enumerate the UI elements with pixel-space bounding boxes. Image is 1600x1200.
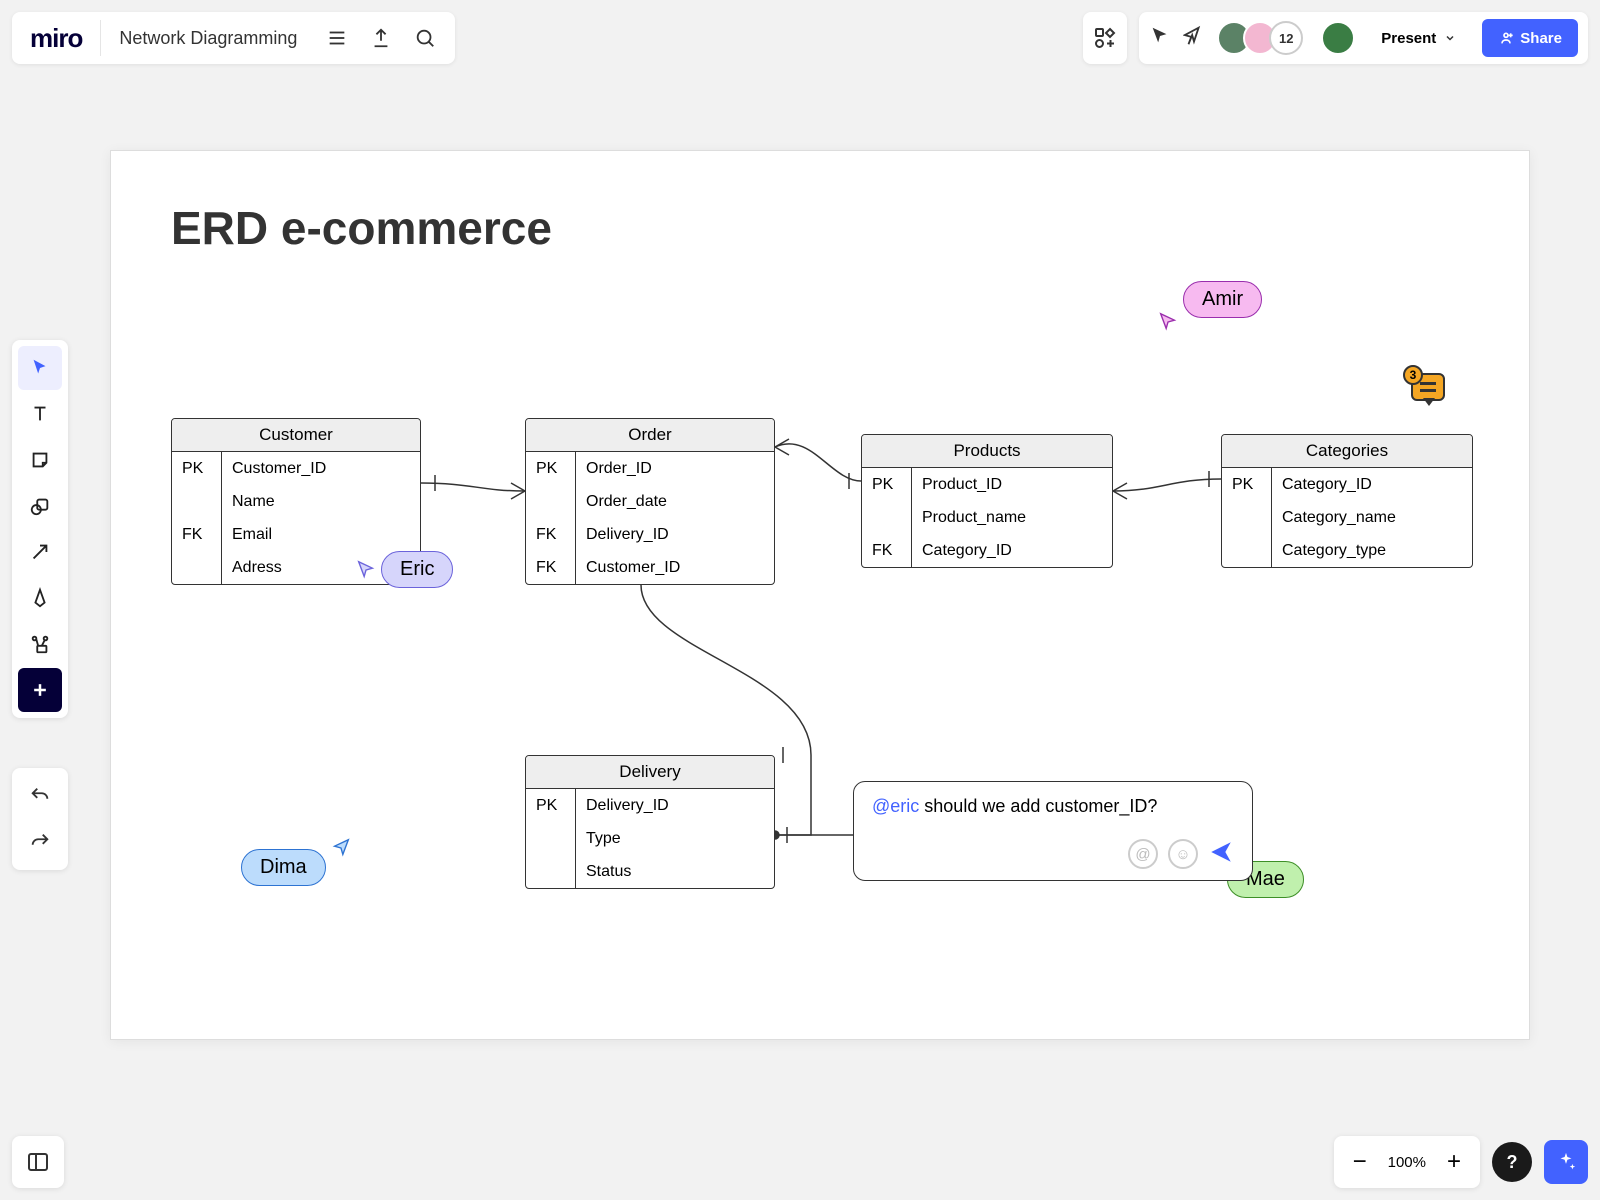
avatar-me[interactable] [1321,21,1355,55]
entity-header: Customer [172,419,420,452]
field-cell: Product_name [912,501,1112,534]
key-cell: FK [526,518,575,551]
field-cell: Customer_ID [222,452,420,485]
share-button[interactable]: Share [1482,19,1578,57]
key-cell [172,485,221,518]
share-label: Share [1520,30,1562,47]
entity-products[interactable]: ProductsPK FKProduct_IDProduct_nameCatego… [861,434,1113,568]
key-cell: FK [862,534,911,567]
key-cell: PK [526,789,575,822]
present-button[interactable]: Present [1367,20,1470,56]
zoom-out-button[interactable]: − [1340,1142,1380,1182]
shape-tool[interactable] [18,484,62,528]
select-tool[interactable] [18,346,62,390]
avatar-count[interactable]: 12 [1269,21,1303,55]
zoom-in-button[interactable]: + [1434,1142,1474,1182]
entity-header: Products [862,435,1112,468]
key-cell: PK [172,452,221,485]
entity-header: Categories [1222,435,1472,468]
field-cell: Customer_ID [576,551,774,584]
mention-icon[interactable]: @ [1128,839,1158,869]
comment-box[interactable]: @eric should we add customer_ID? @ ☺ [853,781,1253,881]
key-cell [1222,501,1271,534]
field-cell: Email [222,518,420,551]
ai-assist-button[interactable] [1544,1140,1588,1184]
key-cell [526,822,575,855]
entity-order[interactable]: OrderPKFKFKOrder_IDOrder_dateDelivery_ID… [525,418,775,585]
key-cell: PK [862,468,911,501]
tools-toolbar [12,340,68,718]
connection-lines [111,151,1529,1039]
cursor-amir: Amir [1157,281,1262,318]
present-label: Present [1381,30,1436,47]
undo-button[interactable] [18,774,62,818]
send-icon[interactable] [1208,839,1234,870]
key-cell: PK [526,452,575,485]
field-cell: Delivery_ID [576,518,774,551]
collaborator-avatars[interactable]: 12 [1217,21,1303,55]
field-cell: Category_ID [1272,468,1472,501]
board-title[interactable]: Network Diagramming [101,28,315,49]
entity-header: Order [526,419,774,452]
undo-redo-panel [12,768,68,870]
search-icon[interactable] [403,16,447,60]
cursor-eric: Eric [355,551,453,588]
key-cell [526,855,575,888]
export-icon[interactable] [359,16,403,60]
key-cell [862,501,911,534]
add-tool[interactable] [18,668,62,712]
menu-icon[interactable] [315,16,359,60]
field-cell: Category_name [1272,501,1472,534]
cursor-mode-icon[interactable] [1149,25,1171,52]
field-cell: Status [576,855,774,888]
key-cell [526,485,575,518]
field-cell: Category_type [1272,534,1472,567]
key-cell [1222,534,1271,567]
entity-categories[interactable]: CategoriesPKCategory_IDCategory_nameCate… [1221,434,1473,568]
zoom-value[interactable]: 100% [1380,1154,1434,1171]
key-cell: PK [1222,468,1271,501]
key-cell [172,551,221,584]
key-cell: FK [526,551,575,584]
entity-delivery[interactable]: DeliveryPKDelivery_IDTypeStatus [525,755,775,889]
key-cell: FK [172,518,221,551]
field-cell: Name [222,485,420,518]
miro-logo[interactable]: miro [12,23,100,54]
zoom-controls: − 100% + [1334,1136,1480,1188]
cursor-dima: Dima [241,849,352,886]
pen-tool[interactable] [18,576,62,620]
help-button[interactable]: ? [1492,1142,1532,1182]
arrow-tool[interactable] [18,530,62,574]
comment-bubble-icon[interactable]: 3 [1411,373,1445,401]
reactions-icon[interactable] [1183,25,1205,52]
field-cell: Order_date [576,485,774,518]
field-cell: Category_ID [912,534,1112,567]
apps-button[interactable] [1083,12,1127,64]
comment-text: @eric should we add customer_ID? [872,796,1234,817]
frame-tool[interactable] [18,622,62,666]
field-cell: Product_ID [912,468,1112,501]
diagram-title[interactable]: ERD e-commerce [171,201,552,255]
comment-count: 3 [1403,365,1423,385]
field-cell: Type [576,822,774,855]
text-tool[interactable] [18,392,62,436]
field-cell: Delivery_ID [576,789,774,822]
entity-header: Delivery [526,756,774,789]
frames-panel-button[interactable] [12,1136,64,1188]
emoji-icon[interactable]: ☺ [1168,839,1198,869]
field-cell: Order_ID [576,452,774,485]
sticky-note-tool[interactable] [18,438,62,482]
canvas[interactable]: ERD e-commerce CustomerPKFKCustomer_IDNa… [110,150,1530,1040]
redo-button[interactable] [18,820,62,864]
